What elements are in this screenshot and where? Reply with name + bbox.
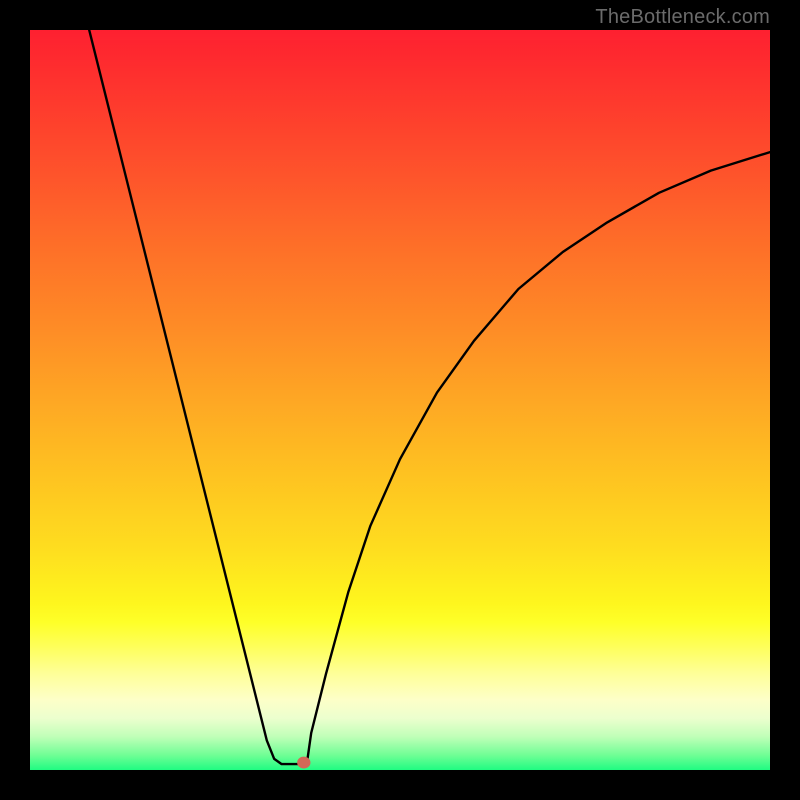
- optimal-point-marker: [297, 757, 310, 769]
- gradient-background: [30, 30, 770, 770]
- plot-area: [30, 30, 770, 770]
- watermark-text: TheBottleneck.com: [595, 6, 770, 29]
- chart-frame: TheBottleneck.com: [0, 0, 800, 800]
- bottleneck-curve-chart: [30, 30, 770, 770]
